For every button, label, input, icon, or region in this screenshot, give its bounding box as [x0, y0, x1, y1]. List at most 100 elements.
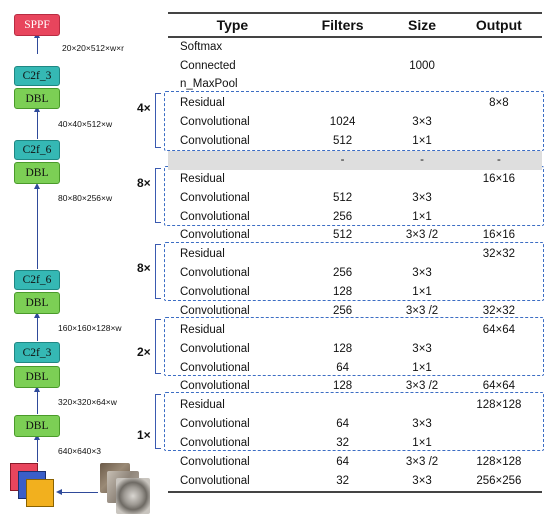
- table-row: Convolutional 128 1×1: [168, 283, 542, 302]
- cell-type: Convolutional: [180, 361, 250, 374]
- architecture-table: Type Filters Size Output Softmax Connecte…: [168, 12, 542, 493]
- repeat-multiplier: 8×: [137, 176, 151, 190]
- table-row: Convolutional 32 3×3 256×256: [168, 472, 542, 493]
- table-row: Residual 64×64: [168, 321, 542, 340]
- cell-size: 3×3 /2: [405, 304, 439, 317]
- cell-filters: 32: [296, 472, 389, 493]
- cell-output: [456, 76, 542, 95]
- group-brace: [155, 394, 161, 449]
- table-row: n_MaxPool: [168, 76, 542, 95]
- cell-type: Residual: [180, 172, 225, 185]
- dim-label: 40×40×512×w: [58, 119, 113, 129]
- cell-output: 16×16: [482, 229, 516, 242]
- cell-filters: -: [296, 151, 389, 171]
- sample-photo: [116, 478, 150, 514]
- cell-type: Convolutional: [168, 472, 297, 493]
- cell-type: Convolutional: [180, 135, 250, 148]
- arrow-up-icon: [34, 106, 40, 112]
- cell-output: [456, 416, 542, 435]
- table-row: Residual 32×32: [168, 246, 542, 265]
- cell-output: 32×32: [482, 304, 516, 317]
- arrow-line: [37, 316, 38, 341]
- cell-output: [456, 208, 542, 227]
- column-header-output: Output: [455, 12, 542, 38]
- cell-size: 3×3: [388, 472, 456, 493]
- cell-size: 1×1: [412, 210, 432, 223]
- cell-size: 1×1: [412, 361, 432, 374]
- cell-size: 1×1: [412, 135, 432, 148]
- cell-output: 128×128: [476, 455, 522, 468]
- cell-output: [456, 114, 542, 133]
- cell-output: 64×64: [482, 323, 516, 336]
- table-row: Convolutional 32 1×1: [168, 434, 542, 453]
- repeat-multiplier: 1×: [137, 428, 151, 442]
- cell-filters: 128: [333, 380, 353, 393]
- cell-filters: [297, 170, 389, 189]
- cell-size: [388, 76, 455, 95]
- arrow-left-icon: [56, 489, 62, 495]
- table-header-row: Type Filters Size Output: [168, 12, 542, 38]
- cell-size: -: [388, 151, 456, 171]
- cell-size: 3×3: [412, 342, 432, 355]
- dim-label: 160×160×128×w: [58, 323, 122, 333]
- cell-filters: 1024: [329, 116, 356, 129]
- cell-output: 64×64: [482, 380, 516, 393]
- arrow-line: [37, 438, 38, 462]
- cell-filters: 128: [333, 342, 353, 355]
- cell-filters: 512: [333, 135, 353, 148]
- cell-output: [456, 340, 542, 359]
- c2f-6-block: C2f_6: [14, 140, 60, 160]
- cell-filters: [297, 37, 389, 57]
- cell-filters: 64: [336, 418, 349, 431]
- cell-type: Convolutional: [180, 437, 250, 450]
- cell-type: Connected: [180, 59, 236, 72]
- cell-filters: 32: [336, 437, 349, 450]
- cell-type: Residual: [180, 399, 225, 412]
- c2f-3-block: C2f_3: [14, 66, 60, 86]
- cell-size: [388, 170, 455, 189]
- cell-type: Convolutional: [180, 380, 250, 393]
- arrow-up-icon: [34, 183, 40, 189]
- cell-size: [388, 246, 455, 265]
- cell-size: 3×3 /2: [405, 380, 439, 393]
- cell-size: 3×3: [412, 116, 432, 129]
- table-row: Convolutional 512 3×3 /2 16×16: [168, 227, 542, 246]
- table-row: Convolutional 256 1×1: [168, 208, 542, 227]
- cell-size: [388, 397, 455, 416]
- table-row: Residual 8×8: [168, 95, 542, 114]
- group-brace: [155, 168, 161, 223]
- cell-size: 3×3 /2: [405, 455, 439, 468]
- dbl-block: DBL: [14, 162, 60, 184]
- dbl-block: DBL: [14, 366, 60, 388]
- dbl-block: DBL: [14, 88, 60, 109]
- cell-filters: 256: [333, 210, 353, 223]
- cell-size: 3×3 /2: [405, 229, 439, 242]
- cell-filters: [297, 246, 389, 265]
- residual-group-box: [164, 242, 544, 301]
- cell-filters: 64: [336, 455, 349, 468]
- cell-filters: [297, 95, 389, 114]
- table-row: Convolutional 128 3×3 /2 64×64: [168, 378, 542, 397]
- c2f-3-block: C2f_3: [14, 342, 60, 363]
- table-row: Convolutional 64 1×1: [168, 359, 542, 378]
- cell-output: [456, 57, 542, 76]
- cell-filters: 512: [333, 191, 353, 204]
- cell-type: Softmax: [180, 40, 223, 53]
- table-row: Convolutional 1024 3×3: [168, 114, 542, 133]
- cell-filters: [297, 76, 389, 95]
- cell-type: Residual: [180, 323, 225, 336]
- table-row: ---: [168, 151, 542, 171]
- arrow-line: [37, 187, 38, 269]
- group-brace: [155, 244, 161, 299]
- arrow-up-icon: [34, 434, 40, 440]
- cell-type: Convolutional: [180, 191, 250, 204]
- table-row: Convolutional 256 3×3 /2 32×32: [168, 302, 542, 321]
- cell-type: Convolutional: [180, 210, 250, 223]
- cell-filters: 64: [336, 361, 349, 374]
- residual-group-box: [164, 392, 544, 451]
- repeat-multiplier: 8×: [137, 261, 151, 275]
- cell-type: Convolutional: [180, 342, 250, 355]
- cell-output: [456, 37, 542, 57]
- table-row: Softmax: [168, 37, 542, 57]
- cell-type: Convolutional: [180, 286, 250, 299]
